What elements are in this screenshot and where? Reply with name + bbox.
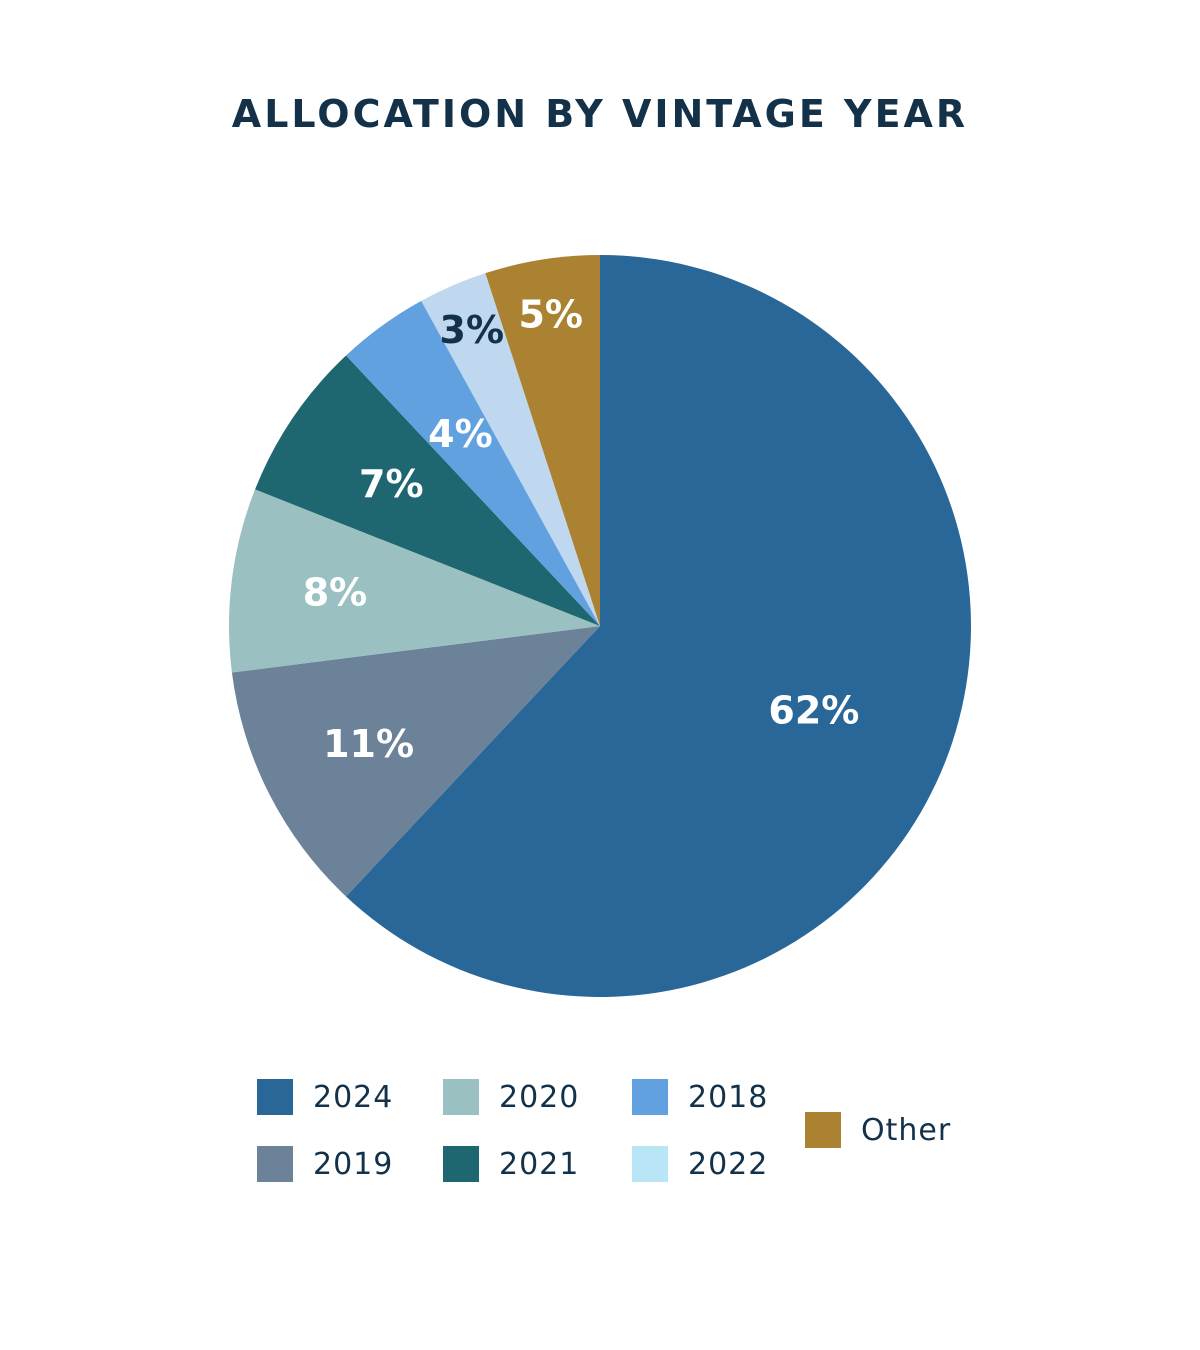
legend-label: 2021 xyxy=(499,1146,580,1182)
pie-slice-other xyxy=(485,255,600,626)
chart-title: ALLOCATION BY VINTAGE YEAR xyxy=(231,92,969,136)
legend-label: 2024 xyxy=(313,1079,394,1115)
pie-slice-2018 xyxy=(346,300,600,626)
legend-swatch xyxy=(632,1146,668,1182)
legend-swatch xyxy=(443,1079,479,1115)
slice-label-2018: 4% xyxy=(428,412,493,456)
pie-slice-2024 xyxy=(346,255,971,997)
pie-slice-2020 xyxy=(229,489,600,673)
pie-slice-2019 xyxy=(231,626,600,897)
legend-swatch xyxy=(632,1079,668,1115)
slice-label-2024: 62% xyxy=(768,689,859,733)
legend-label: 2020 xyxy=(499,1079,580,1115)
legend-item-2021: 2021 xyxy=(443,1146,579,1182)
legend-item-2020: 2020 xyxy=(443,1079,579,1115)
slice-label-2022: 3% xyxy=(440,308,505,352)
legend-swatch xyxy=(443,1146,479,1182)
pie-slice-2022 xyxy=(421,273,600,626)
legend-swatch xyxy=(257,1079,293,1115)
slice-label-other: 5% xyxy=(518,293,583,337)
slice-label-2019: 11% xyxy=(323,722,414,766)
legend-item-other: Other xyxy=(805,1112,951,1148)
legend-item-2019: 2019 xyxy=(257,1146,393,1182)
slice-label-2020: 8% xyxy=(303,571,368,615)
legend-item-2024: 2024 xyxy=(257,1079,393,1115)
legend-label: 2022 xyxy=(688,1146,769,1182)
legend-label: Other xyxy=(861,1112,952,1148)
legend-swatch xyxy=(805,1112,841,1148)
legend-label: 2019 xyxy=(313,1146,394,1182)
legend-item-2018: 2018 xyxy=(632,1079,768,1115)
legend-item-2022: 2022 xyxy=(632,1146,768,1182)
legend-label: 2018 xyxy=(688,1079,769,1115)
pie-chart: 62% 11% 8% 7%4% 3% 5% xyxy=(229,255,971,997)
slice-label-2021: 7% xyxy=(359,462,424,506)
legend-swatch xyxy=(257,1146,293,1182)
pie-slice-2021 xyxy=(255,355,601,626)
